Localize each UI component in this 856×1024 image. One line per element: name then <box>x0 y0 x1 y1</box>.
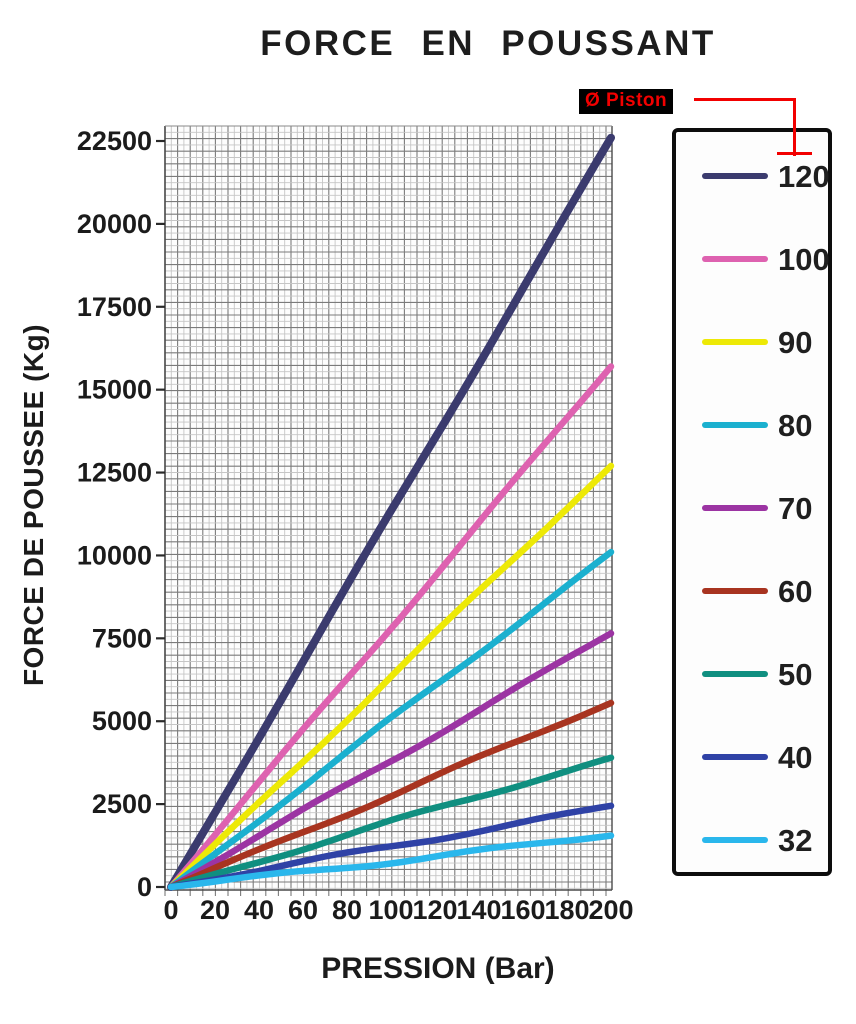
legend-item-32: 32 <box>702 824 812 856</box>
series-line-100 <box>167 363 615 891</box>
y-tick-label: 7500 <box>92 623 152 653</box>
legend-line-swatch <box>702 172 768 180</box>
x-tick-label: 20 <box>200 895 230 925</box>
legend-item-80: 80 <box>702 409 812 441</box>
y-tick-label: 0 <box>137 872 152 902</box>
legend-box: 120 100 90 80 70 60 50 40 32 <box>672 128 832 876</box>
legend-label: 60 <box>778 573 813 609</box>
legend-label: 50 <box>778 656 813 692</box>
legend-label: 100 <box>778 241 830 277</box>
legend-label: 90 <box>778 324 813 360</box>
chart-title: FORCE EN POUSSANT <box>260 24 716 63</box>
legend-item-70: 70 <box>702 492 812 524</box>
series-line-60 <box>167 699 615 891</box>
y-tick-label: 10000 <box>77 540 152 570</box>
y-tick-label: 12500 <box>77 458 152 488</box>
piston-diameter-icon: Ø Piston <box>585 90 668 111</box>
y-tick-label: 20000 <box>77 209 152 239</box>
y-tick-label: 5000 <box>92 706 152 736</box>
x-tick-label: 200 <box>588 895 633 925</box>
legend-line-swatch <box>702 587 768 595</box>
x-tick-label: 40 <box>244 895 274 925</box>
legend-line-swatch <box>702 504 768 512</box>
series-line-32 <box>167 832 615 891</box>
legend-item-50: 50 <box>702 658 812 690</box>
x-tick-label: 60 <box>288 895 318 925</box>
callout-connector-horizontal <box>694 98 796 101</box>
legend-item-100: 100 <box>702 243 830 275</box>
legend-label: 40 <box>778 739 813 775</box>
callout-connector-tick <box>777 152 812 155</box>
x-tick-label: 0 <box>163 895 178 925</box>
legend-line-swatch <box>702 753 768 761</box>
legend-line-swatch <box>702 338 768 346</box>
x-tick-label: 160 <box>500 895 545 925</box>
legend-label: 80 <box>778 407 813 443</box>
piston-diameter-callout: Ø Piston <box>579 89 674 114</box>
legend-label: 32 <box>778 822 813 858</box>
y-tick-label: 15000 <box>77 375 152 405</box>
legend-line-swatch <box>702 836 768 844</box>
series-line-90 <box>167 462 615 891</box>
legend-item-90: 90 <box>702 326 812 358</box>
x-tick-label: 180 <box>544 895 589 925</box>
series-line-70 <box>167 630 615 891</box>
series-line-50 <box>167 754 615 891</box>
legend-item-120: 120 <box>702 160 830 192</box>
legend-line-swatch <box>702 421 768 429</box>
legend-label: 70 <box>778 490 813 526</box>
legend-line-swatch <box>702 255 768 263</box>
x-tick-label: 120 <box>412 895 457 925</box>
series-line-120 <box>167 133 615 891</box>
legend-line-swatch <box>702 670 768 678</box>
x-tick-label: 140 <box>456 895 501 925</box>
y-tick-label: 22500 <box>77 126 152 156</box>
legend-label: 120 <box>778 158 830 194</box>
x-tick-label: 100 <box>368 895 413 925</box>
legend-item-60: 60 <box>702 575 812 607</box>
y-tick-label: 2500 <box>92 789 152 819</box>
x-tick-label: 80 <box>332 895 362 925</box>
x-axis-title: PRESSION (Bar) <box>321 952 555 985</box>
series-line-80 <box>167 548 615 891</box>
callout-connector-vertical <box>793 98 796 156</box>
y-tick-label: 17500 <box>77 292 152 322</box>
legend-item-40: 40 <box>702 741 812 773</box>
